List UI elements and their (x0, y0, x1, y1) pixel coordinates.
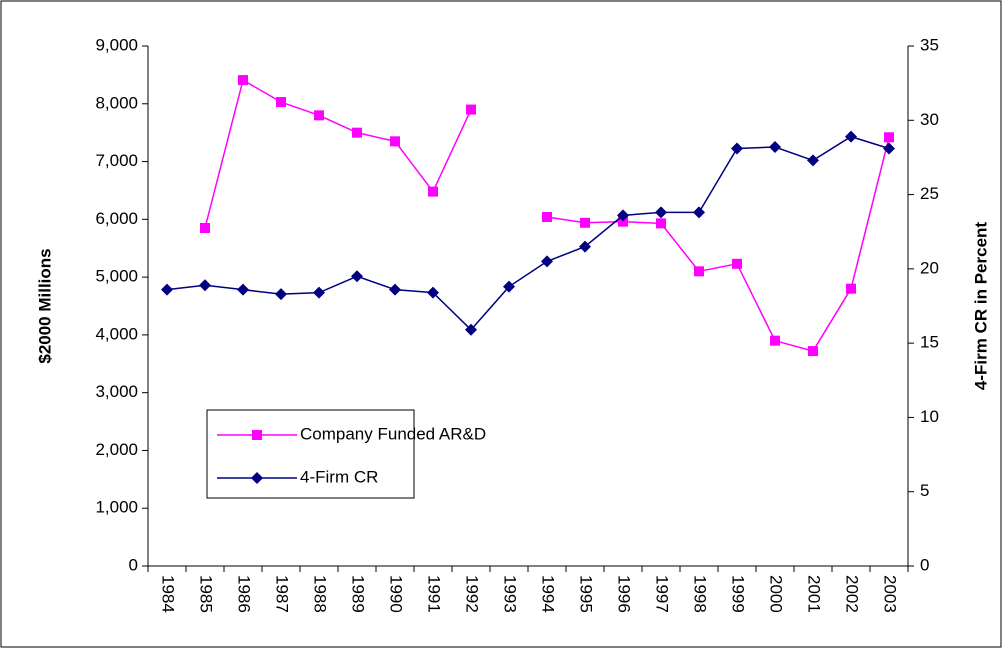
y2-tick-label: 0 (920, 555, 929, 574)
x-tick-label: 2001 (805, 575, 824, 613)
y-tick-label: 3,000 (95, 382, 138, 401)
marker (313, 286, 325, 299)
y-axis-title: $2000 Millions (35, 248, 54, 363)
marker (580, 217, 590, 228)
marker (275, 288, 287, 301)
legend-box (206, 409, 415, 499)
marker (238, 75, 248, 86)
series-line (204, 78, 890, 352)
marker (883, 142, 895, 155)
marker (161, 283, 173, 296)
marker (428, 186, 438, 197)
x-tick-label: 1990 (387, 575, 406, 613)
y2-tick-label: 15 (920, 333, 939, 352)
y2-tick-label: 20 (920, 258, 939, 277)
y-tick-label: 4,000 (95, 324, 138, 343)
marker (656, 218, 666, 229)
x-tick-label: 1998 (691, 575, 710, 613)
y-tick-label: 8,000 (95, 93, 138, 112)
marker (617, 209, 629, 222)
x-tick-label: 1992 (463, 575, 482, 613)
marker (389, 283, 401, 296)
marker (884, 132, 894, 143)
marker (466, 104, 476, 115)
marker (579, 240, 591, 253)
marker (769, 141, 781, 154)
marker (276, 97, 286, 108)
marker (693, 206, 705, 219)
x-tick-label: 2003 (881, 575, 900, 613)
x-tick-label: 2002 (843, 575, 862, 613)
y-tick-label: 1,000 (95, 498, 138, 517)
marker (618, 216, 628, 227)
marker (237, 283, 249, 296)
marker (199, 279, 211, 292)
marker (808, 346, 818, 357)
marker (541, 255, 553, 268)
marker (807, 154, 819, 167)
marker (427, 286, 439, 299)
marker (200, 223, 210, 233)
y-tick-label: 6,000 (95, 209, 138, 228)
y-tick-label: 9,000 (95, 35, 138, 54)
marker (694, 266, 704, 277)
series-line (166, 135, 890, 331)
x-tick-label: 1984 (159, 575, 178, 613)
x-tick-label: 2000 (767, 575, 786, 613)
y2-tick-label: 25 (920, 184, 939, 203)
legend-label: 4-Firm CR (300, 467, 378, 486)
y-tick-label: 7,000 (95, 151, 138, 170)
marker (845, 130, 857, 143)
y-tick-label: 2,000 (95, 440, 138, 459)
x-tick-label: 1987 (273, 575, 292, 613)
x-tick-label: 1989 (349, 575, 368, 613)
x-tick-label: 1993 (501, 575, 520, 613)
x-tick-label: 1995 (577, 575, 596, 613)
marker (770, 335, 780, 346)
x-tick-label: 1994 (539, 575, 558, 613)
marker (352, 127, 362, 138)
y-tick-label: 5,000 (95, 267, 138, 286)
marker (542, 212, 552, 223)
x-tick-label: 1985 (197, 575, 216, 613)
marker (465, 323, 477, 336)
y2-tick-label: 10 (920, 407, 939, 426)
y2-tick-label: 30 (920, 110, 939, 129)
x-tick-label: 1999 (729, 575, 748, 613)
x-tick-label: 1986 (235, 575, 254, 613)
x-tick-label: 1996 (615, 575, 634, 613)
marker (503, 280, 515, 293)
marker (846, 283, 856, 294)
marker (351, 270, 363, 283)
marker (314, 110, 324, 121)
x-tick-label: 1988 (311, 575, 330, 613)
y2-axis-title: 4-Firm CR in Percent (971, 222, 990, 390)
marker (655, 206, 667, 219)
y-tick-label: 0 (129, 555, 138, 574)
y2-tick-label: 35 (920, 35, 939, 54)
marker (731, 142, 743, 155)
marker (732, 258, 742, 269)
y2-tick-label: 5 (920, 481, 929, 500)
x-tick-label: 1991 (425, 575, 444, 613)
legend-marker (252, 430, 262, 440)
legend-marker (251, 472, 263, 484)
legend-label: Company Funded AR&D (300, 424, 486, 443)
x-tick-label: 1997 (653, 575, 672, 613)
marker (390, 136, 400, 147)
